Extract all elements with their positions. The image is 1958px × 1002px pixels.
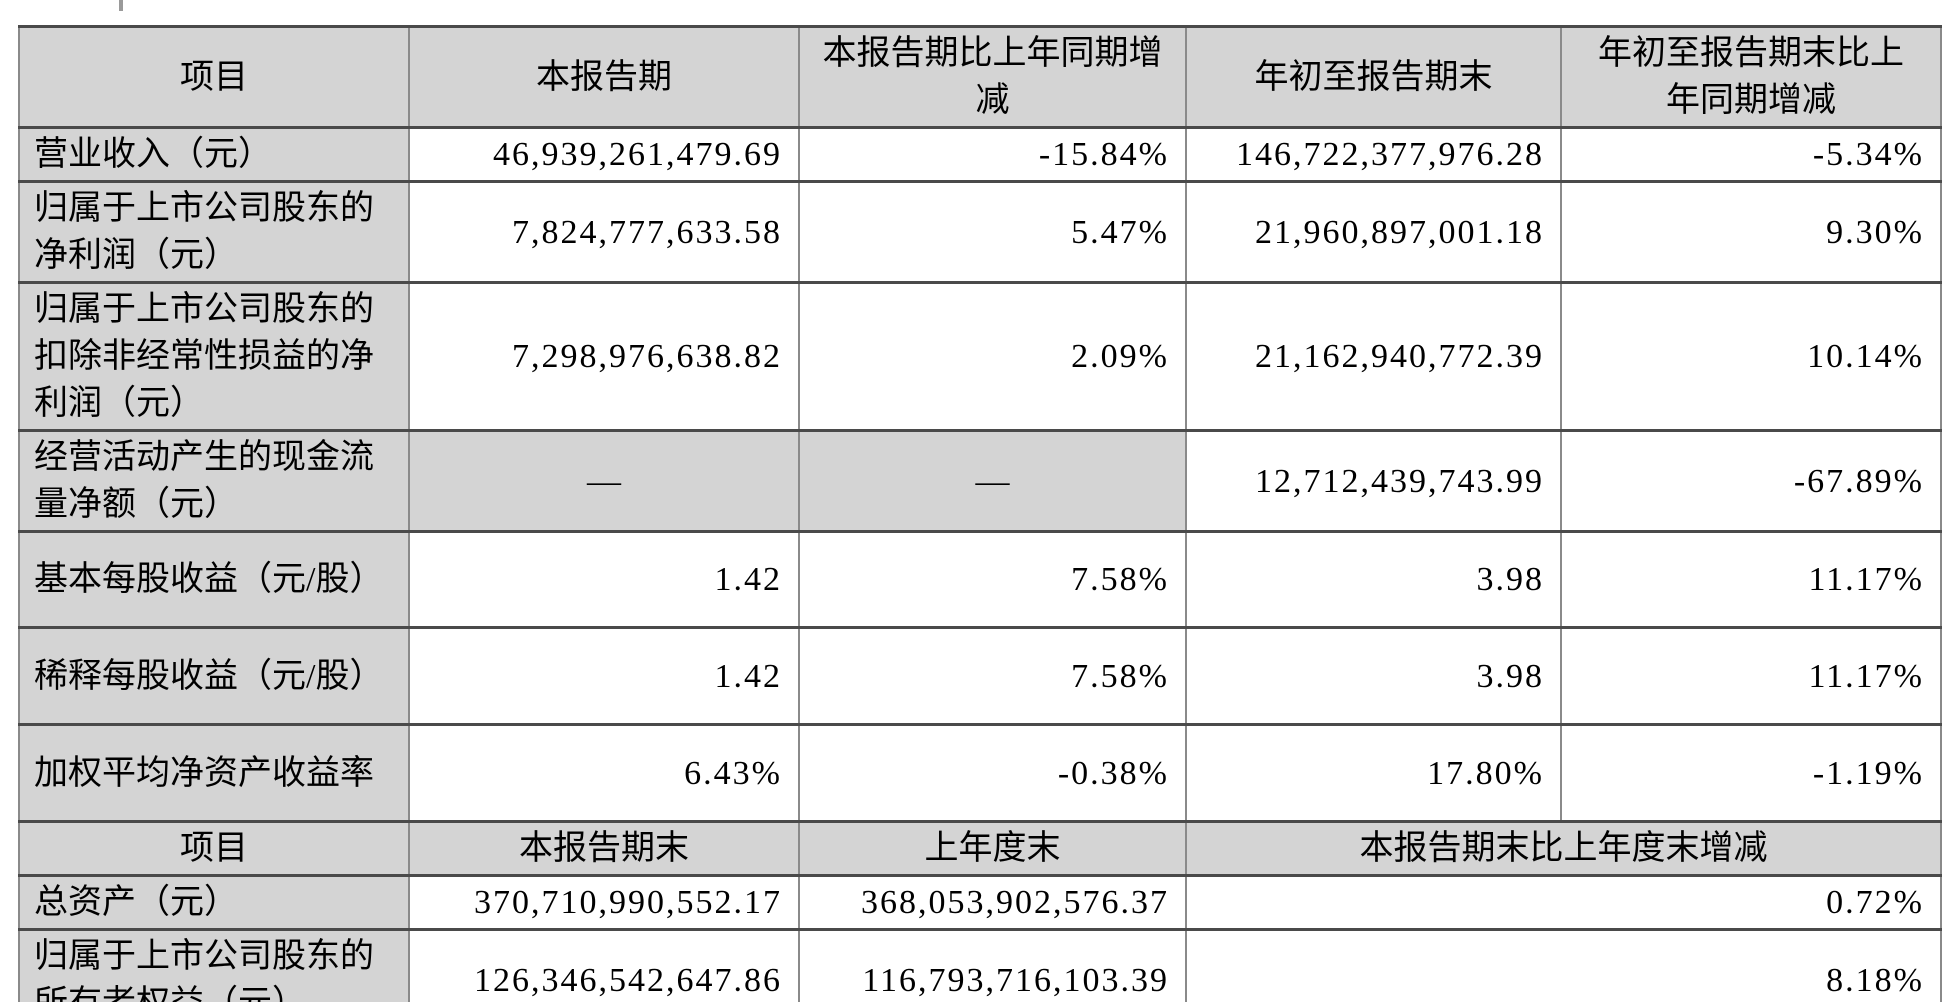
value-cell: 370,710,990,552.17 <box>408 874 800 931</box>
value-cell: 1.42 <box>408 530 800 629</box>
value-cell: 116,793,716,103.39 <box>798 928 1187 1002</box>
table-row-basic-eps: 基本每股收益（元/股） 1.42 7.58% 3.98 11.17% <box>18 530 1942 629</box>
col-header-current-period: 本报告期 <box>408 25 800 129</box>
empty-dash-cell: — <box>798 429 1187 533</box>
section1-header-row: 项目 本报告期 本报告期比上年同期增减 年初至报告期末 年初至报告期末比上年同期… <box>18 25 1942 129</box>
row-label: 经营活动产生的现金流量净额（元） <box>18 429 410 533</box>
table-row-diluted-eps: 稀释每股收益（元/股） 1.42 7.58% 3.98 11.17% <box>18 626 1942 726</box>
key-financials-table: 项目 本报告期 本报告期比上年同期增减 年初至报告期末 年初至报告期末比上年同期… <box>18 25 1942 1002</box>
value-cell: 6.43% <box>408 723 800 823</box>
value-cell: 11.17% <box>1560 626 1942 726</box>
row-label: 归属于上市公司股东的净利润（元） <box>18 180 410 284</box>
value-cell: 17.80% <box>1185 723 1562 823</box>
value-cell: -5.34% <box>1560 126 1942 183</box>
value-cell: 146,722,377,976.28 <box>1185 126 1562 183</box>
row-label: 归属于上市公司股东的所有者权益（元） <box>18 928 410 1002</box>
table-row-weighted-avg-roe: 加权平均净资产收益率 6.43% -0.38% 17.80% -1.19% <box>18 723 1942 823</box>
col-header-yoy-change: 本报告期比上年同期增减 <box>798 25 1187 129</box>
col-header-prev-year-end: 上年度末 <box>798 820 1187 877</box>
col-header-item: 项目 <box>18 820 410 877</box>
value-cell: -0.38% <box>798 723 1187 823</box>
value-cell: 0.72% <box>1185 874 1942 931</box>
section2-header-row: 项目 本报告期末 上年度末 本报告期末比上年度末增减 <box>18 820 1942 877</box>
value-cell: 12,712,439,743.99 <box>1185 429 1562 533</box>
row-label: 稀释每股收益（元/股） <box>18 626 410 726</box>
value-cell: 3.98 <box>1185 530 1562 629</box>
row-label: 总资产（元） <box>18 874 410 931</box>
value-cell: 8.18% <box>1185 928 1942 1002</box>
value-cell: 9.30% <box>1560 180 1942 284</box>
value-cell: 368,053,902,576.37 <box>798 874 1187 931</box>
row-label: 加权平均净资产收益率 <box>18 723 410 823</box>
value-cell: 21,162,940,772.39 <box>1185 281 1562 432</box>
value-cell: -67.89% <box>1560 429 1942 533</box>
table-row-net-profit: 归属于上市公司股东的净利润（元） 7,824,777,633.58 5.47% … <box>18 180 1942 284</box>
table-row-operating-cash-flow: 经营活动产生的现金流量净额（元） — — 12,712,439,743.99 -… <box>18 429 1942 533</box>
col-header-item: 项目 <box>18 25 410 129</box>
col-header-period-end: 本报告期末 <box>408 820 800 877</box>
table-row-owners-equity: 归属于上市公司股东的所有者权益（元） 126,346,542,647.86 11… <box>18 928 1942 1002</box>
table-row-net-profit-excl-nonrecurring: 归属于上市公司股东的扣除非经常性损益的净利润（元） 7,298,976,638.… <box>18 281 1942 432</box>
value-cell: -15.84% <box>798 126 1187 183</box>
value-cell: 7.58% <box>798 530 1187 629</box>
value-cell: 21,960,897,001.18 <box>1185 180 1562 284</box>
col-header-ytd: 年初至报告期末 <box>1185 25 1562 129</box>
empty-dash-cell: — <box>408 429 800 533</box>
table-row-total-assets: 总资产（元） 370,710,990,552.17 368,053,902,57… <box>18 874 1942 931</box>
value-cell: 7.58% <box>798 626 1187 726</box>
row-label: 营业收入（元） <box>18 126 410 183</box>
value-cell: 46,939,261,479.69 <box>408 126 800 183</box>
value-cell: 7,824,777,633.58 <box>408 180 800 284</box>
value-cell: 3.98 <box>1185 626 1562 726</box>
crop-artifact <box>119 0 123 11</box>
table-row-revenue: 营业收入（元） 46,939,261,479.69 -15.84% 146,72… <box>18 126 1942 183</box>
col-header-change-vs-prev-year-end: 本报告期末比上年度末增减 <box>1185 820 1942 877</box>
value-cell: 7,298,976,638.82 <box>408 281 800 432</box>
row-label: 基本每股收益（元/股） <box>18 530 410 629</box>
value-cell: 126,346,542,647.86 <box>408 928 800 1002</box>
value-cell: 10.14% <box>1560 281 1942 432</box>
value-cell: 2.09% <box>798 281 1187 432</box>
value-cell: 11.17% <box>1560 530 1942 629</box>
value-cell: -1.19% <box>1560 723 1942 823</box>
value-cell: 5.47% <box>798 180 1187 284</box>
value-cell: 1.42 <box>408 626 800 726</box>
col-header-ytd-yoy-change: 年初至报告期末比上年同期增减 <box>1560 25 1942 129</box>
row-label: 归属于上市公司股东的扣除非经常性损益的净利润（元） <box>18 281 410 432</box>
